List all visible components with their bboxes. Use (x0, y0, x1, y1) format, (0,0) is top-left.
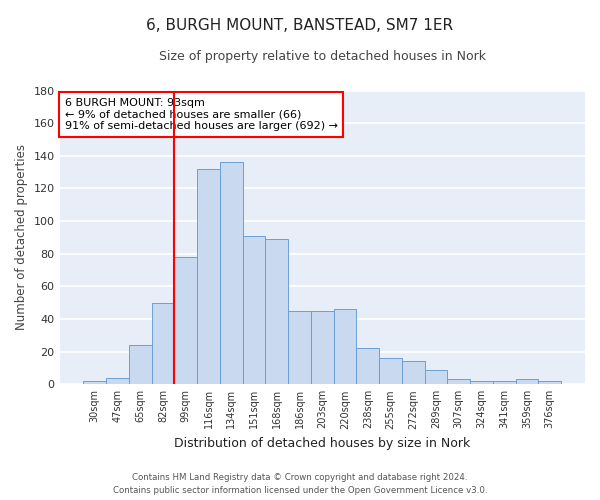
Bar (425, 370, 448, 384)
Title: Size of property relative to detached houses in Nork: Size of property relative to detached ho… (159, 50, 486, 63)
Text: 6 BURGH MOUNT: 93sqm
← 9% of detached houses are smaller (66)
91% of semi-detach: 6 BURGH MOUNT: 93sqm ← 9% of detached ho… (65, 98, 338, 131)
Bar (175, 257, 197, 384)
Bar (265, 239, 288, 384)
Bar (470, 381, 493, 384)
Bar (129, 345, 152, 385)
Bar (311, 311, 334, 384)
Text: 6, BURGH MOUNT, BANSTEAD, SM7 1ER: 6, BURGH MOUNT, BANSTEAD, SM7 1ER (146, 18, 454, 32)
Bar (515, 380, 538, 384)
Bar (356, 348, 379, 384)
Bar (288, 311, 311, 384)
Bar (379, 358, 402, 384)
Bar (493, 381, 515, 384)
X-axis label: Distribution of detached houses by size in Nork: Distribution of detached houses by size … (174, 437, 470, 450)
Text: Contains HM Land Registry data © Crown copyright and database right 2024.
Contai: Contains HM Land Registry data © Crown c… (113, 474, 487, 495)
Bar (334, 309, 356, 384)
Bar (152, 302, 175, 384)
Bar (220, 162, 242, 384)
Y-axis label: Number of detached properties: Number of detached properties (15, 144, 28, 330)
Bar (448, 380, 470, 384)
Bar (83, 381, 106, 384)
Bar (106, 378, 129, 384)
Bar (197, 169, 220, 384)
Bar (538, 381, 561, 384)
Bar (242, 236, 265, 384)
Bar (402, 362, 425, 384)
